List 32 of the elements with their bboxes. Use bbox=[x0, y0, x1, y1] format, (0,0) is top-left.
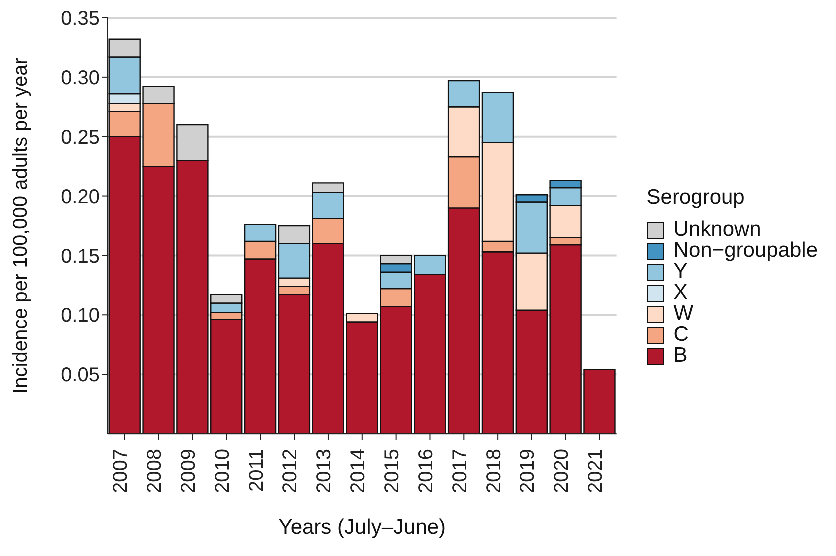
y-axis-title: Incidence per 100,000 adults per year bbox=[10, 58, 32, 394]
y-tick-label: 0.20 bbox=[61, 186, 100, 208]
x-tick-label: 2014 bbox=[348, 449, 370, 494]
y-tick-label: 0.25 bbox=[61, 126, 100, 149]
legend-label: Non−groupable bbox=[674, 239, 818, 263]
x-tick-label: 2015 bbox=[382, 449, 404, 494]
legend-label: C bbox=[674, 323, 689, 347]
y-tick-label: 0.10 bbox=[61, 305, 100, 328]
legend-label: B bbox=[674, 344, 688, 368]
x-tick-label: 2016 bbox=[415, 449, 438, 494]
legend-title: Serogroup bbox=[646, 186, 746, 210]
y-tick-label: 0.30 bbox=[61, 68, 100, 90]
x-tick-label: 2012 bbox=[280, 449, 302, 494]
x-tick-label: 2008 bbox=[144, 449, 166, 494]
x-tick-label: 2013 bbox=[314, 449, 336, 494]
legend-label: W bbox=[674, 302, 694, 326]
x-tick-label: 2020 bbox=[551, 449, 574, 494]
x-tick-label: 2018 bbox=[483, 449, 506, 494]
x-tick-label: 2017 bbox=[449, 449, 472, 494]
x-tick-label: 2010 bbox=[212, 449, 234, 494]
x-tick-label: 2021 bbox=[585, 449, 608, 494]
x-tick-label: 2011 bbox=[246, 449, 268, 492]
y-tick-label: 0.35 bbox=[61, 8, 100, 30]
y-tick-label: 0.15 bbox=[61, 246, 100, 268]
y-tick-label: 0.05 bbox=[61, 364, 100, 387]
legend-label: Y bbox=[674, 260, 688, 284]
x-tick-label: 2009 bbox=[178, 449, 200, 494]
legend-label: Unknown bbox=[674, 218, 762, 242]
x-tick-label: 2007 bbox=[110, 449, 132, 494]
legend-label: X bbox=[674, 281, 688, 305]
x-axis-title: Years (July–June) bbox=[278, 516, 446, 539]
x-tick-label: 2019 bbox=[517, 449, 540, 494]
